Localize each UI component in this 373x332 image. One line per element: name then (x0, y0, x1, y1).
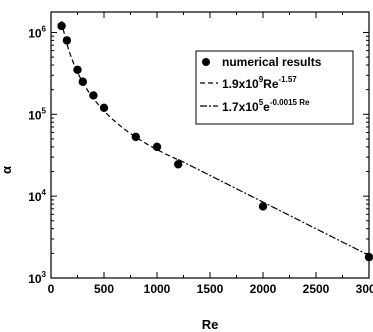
x-tick-label: 2500 (303, 282, 330, 296)
legend-marker-numerical (202, 58, 210, 66)
data-point (73, 65, 82, 74)
x-tick-label: 3000 (356, 282, 373, 296)
x-tick-label: 0 (48, 282, 55, 296)
legend-label-power-fit: 1.9x109Re-1.57 (222, 75, 297, 91)
data-point (364, 252, 373, 262)
data-points (57, 21, 373, 262)
exp-fit-curve (177, 158, 370, 256)
y-tick-labels: 103 104 105 106 (28, 24, 46, 286)
y-axis-title: α (0, 166, 14, 174)
legend: numerical results 1.9x109Re-1.57 1.7x105… (195, 50, 354, 125)
data-point (99, 103, 109, 113)
data-point (57, 21, 66, 31)
data-point (131, 132, 140, 142)
x-tick-label: 1000 (144, 282, 171, 296)
x-tick-labels: 0 500 1000 1500 2000 2500 3000 (48, 282, 373, 296)
power-fit-curve (61, 20, 179, 161)
data-point (89, 91, 98, 100)
x-tick-label: 500 (94, 282, 114, 296)
y-tick-label: 106 (28, 24, 46, 40)
legend-label-numerical: numerical results (222, 55, 322, 69)
legend-box (195, 50, 354, 125)
x-axis-title: Re (202, 317, 219, 332)
axis-ticks (50, 12, 370, 279)
x-tick-label: 1500 (197, 282, 224, 296)
data-point (258, 202, 268, 211)
x-tick-label: 2000 (250, 282, 277, 296)
data-point (78, 77, 88, 86)
y-tick-label: 104 (28, 188, 46, 204)
legend-label-exp-fit: 1.7x105e-0.0015 Re (222, 98, 310, 114)
y-tick-label: 105 (28, 106, 46, 122)
data-point (152, 142, 162, 152)
y-tick-label: 103 (28, 270, 46, 286)
data-point (62, 36, 72, 45)
data-point (174, 160, 183, 169)
